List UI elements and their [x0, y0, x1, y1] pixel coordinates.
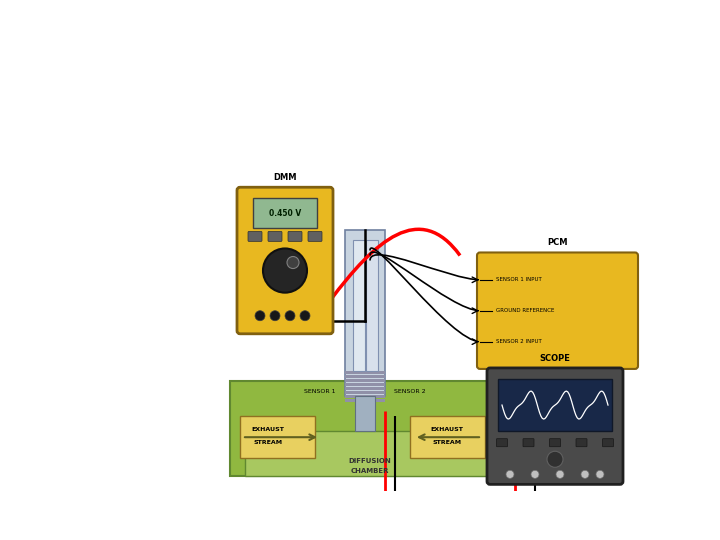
- FancyBboxPatch shape: [345, 395, 385, 398]
- FancyBboxPatch shape: [237, 187, 333, 334]
- Circle shape: [581, 470, 589, 478]
- Circle shape: [287, 256, 299, 268]
- FancyBboxPatch shape: [345, 231, 385, 396]
- FancyBboxPatch shape: [345, 371, 385, 374]
- Text: EXHAUST: EXHAUST: [431, 427, 464, 431]
- FancyBboxPatch shape: [498, 379, 612, 431]
- FancyBboxPatch shape: [410, 416, 485, 458]
- FancyBboxPatch shape: [477, 253, 638, 369]
- FancyBboxPatch shape: [345, 399, 385, 402]
- FancyBboxPatch shape: [253, 198, 317, 228]
- Text: All Rights Reserved: All Rights Reserved: [432, 522, 514, 531]
- FancyBboxPatch shape: [268, 232, 282, 241]
- Text: ALWAYS LEARNING: ALWAYS LEARNING: [11, 509, 135, 522]
- Text: EXHAUST: EXHAUST: [251, 427, 284, 431]
- FancyBboxPatch shape: [345, 379, 385, 382]
- FancyBboxPatch shape: [523, 438, 534, 447]
- Text: DIFFUSION: DIFFUSION: [348, 458, 392, 464]
- Circle shape: [300, 310, 310, 321]
- FancyBboxPatch shape: [240, 416, 315, 458]
- FancyBboxPatch shape: [353, 240, 365, 371]
- FancyBboxPatch shape: [345, 391, 385, 394]
- FancyBboxPatch shape: [345, 375, 385, 378]
- Circle shape: [263, 248, 307, 293]
- Text: Copyright © 2016 by Pearson Education, Inc.: Copyright © 2016 by Pearson Education, I…: [432, 502, 622, 511]
- Text: DMM: DMM: [274, 173, 297, 182]
- Circle shape: [547, 451, 563, 467]
- Text: James D. Halderman: James D. Halderman: [155, 522, 240, 531]
- Text: SENSOR 1 INPUT: SENSOR 1 INPUT: [496, 277, 541, 282]
- FancyBboxPatch shape: [308, 232, 322, 241]
- Text: SENSOR 1: SENSOR 1: [305, 388, 336, 394]
- Text: STREAM: STREAM: [433, 440, 462, 445]
- FancyBboxPatch shape: [576, 438, 587, 447]
- Text: PCM: PCM: [546, 239, 567, 247]
- Text: Testing a dual cell wide-band oxygen: Testing a dual cell wide-band oxygen: [137, 16, 580, 40]
- Circle shape: [596, 470, 604, 478]
- Circle shape: [285, 310, 295, 321]
- Text: PEARSON: PEARSON: [605, 506, 709, 525]
- Circle shape: [255, 310, 265, 321]
- Text: 0.450 V: 0.450 V: [269, 209, 301, 218]
- Text: CHAMBER: CHAMBER: [351, 468, 390, 474]
- FancyBboxPatch shape: [603, 438, 613, 447]
- Text: sensor can be done using a voltmeter or a scope.: sensor can be done using a voltmeter or …: [23, 60, 608, 84]
- Circle shape: [270, 310, 280, 321]
- FancyBboxPatch shape: [355, 396, 375, 431]
- Text: GROUND REFERENCE: GROUND REFERENCE: [496, 308, 554, 313]
- Text: Figure 3.31: Figure 3.31: [23, 16, 175, 40]
- FancyBboxPatch shape: [248, 232, 262, 241]
- FancyBboxPatch shape: [245, 431, 495, 476]
- Circle shape: [506, 470, 514, 478]
- FancyBboxPatch shape: [366, 240, 378, 371]
- Text: STREAM: STREAM: [253, 440, 282, 445]
- FancyBboxPatch shape: [230, 381, 510, 476]
- Text: SENSOR 2: SENSOR 2: [394, 388, 426, 394]
- Circle shape: [531, 470, 539, 478]
- Text: SENSOR 2 INPUT: SENSOR 2 INPUT: [496, 339, 541, 344]
- FancyBboxPatch shape: [345, 387, 385, 390]
- FancyBboxPatch shape: [497, 438, 508, 447]
- FancyBboxPatch shape: [288, 232, 302, 241]
- FancyBboxPatch shape: [549, 438, 560, 447]
- FancyBboxPatch shape: [345, 383, 385, 386]
- Circle shape: [556, 470, 564, 478]
- Text: Hybrid and Alternative Fuel Vehicles, 4e: Hybrid and Alternative Fuel Vehicles, 4e: [155, 502, 323, 511]
- Text: SCOPE: SCOPE: [539, 354, 570, 363]
- FancyBboxPatch shape: [487, 368, 623, 484]
